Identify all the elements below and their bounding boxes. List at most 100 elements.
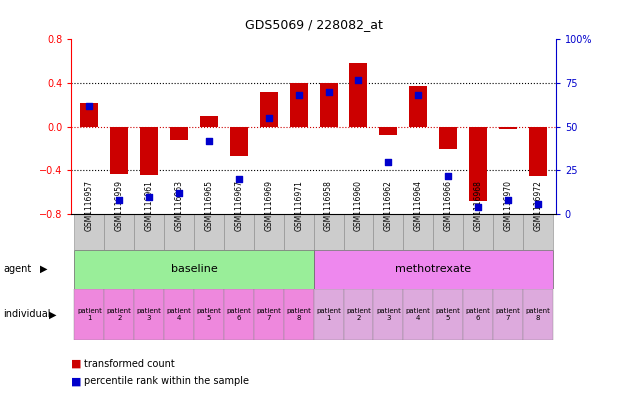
- Bar: [469, 127, 487, 201]
- FancyBboxPatch shape: [284, 289, 314, 340]
- Text: patient
8: patient 8: [286, 308, 311, 321]
- Text: ■: ■: [71, 358, 82, 369]
- Point: [294, 92, 304, 98]
- FancyBboxPatch shape: [164, 289, 194, 340]
- FancyBboxPatch shape: [314, 214, 343, 250]
- Point: [503, 197, 513, 203]
- Text: methotrexate: methotrexate: [395, 264, 471, 274]
- Text: GSM1116961: GSM1116961: [145, 180, 153, 231]
- Text: ■: ■: [71, 376, 82, 386]
- Text: GSM1116966: GSM1116966: [443, 180, 453, 231]
- FancyBboxPatch shape: [254, 214, 284, 250]
- Text: patient
2: patient 2: [346, 308, 371, 321]
- FancyBboxPatch shape: [463, 289, 493, 340]
- Text: individual: individual: [3, 309, 50, 320]
- FancyBboxPatch shape: [403, 214, 433, 250]
- Bar: [409, 86, 427, 127]
- FancyBboxPatch shape: [134, 289, 164, 340]
- Point: [264, 115, 274, 121]
- Bar: [230, 127, 248, 156]
- Bar: [80, 103, 98, 127]
- FancyBboxPatch shape: [433, 214, 463, 250]
- Point: [473, 204, 483, 210]
- FancyBboxPatch shape: [224, 289, 254, 340]
- FancyBboxPatch shape: [75, 250, 314, 289]
- Text: GSM1116959: GSM1116959: [115, 180, 124, 231]
- FancyBboxPatch shape: [134, 214, 164, 250]
- Bar: [379, 127, 397, 136]
- FancyBboxPatch shape: [343, 214, 373, 250]
- Text: patient
1: patient 1: [316, 308, 341, 321]
- Bar: [260, 92, 278, 127]
- Text: GSM1116971: GSM1116971: [294, 180, 303, 231]
- Bar: [200, 116, 218, 127]
- Point: [443, 173, 453, 179]
- Bar: [439, 127, 457, 149]
- Bar: [350, 63, 368, 127]
- Text: GSM1116965: GSM1116965: [204, 180, 214, 231]
- Text: patient
7: patient 7: [256, 308, 281, 321]
- FancyBboxPatch shape: [104, 214, 134, 250]
- Text: GSM1116957: GSM1116957: [85, 180, 94, 231]
- FancyBboxPatch shape: [104, 289, 134, 340]
- FancyBboxPatch shape: [523, 289, 553, 340]
- Text: GDS5069 / 228082_at: GDS5069 / 228082_at: [245, 18, 383, 31]
- Text: patient
4: patient 4: [166, 308, 191, 321]
- FancyBboxPatch shape: [463, 214, 493, 250]
- FancyBboxPatch shape: [373, 289, 403, 340]
- Bar: [170, 127, 188, 140]
- Point: [174, 190, 184, 196]
- FancyBboxPatch shape: [403, 289, 433, 340]
- Bar: [529, 127, 547, 176]
- FancyBboxPatch shape: [194, 214, 224, 250]
- FancyBboxPatch shape: [75, 289, 104, 340]
- Text: GSM1116963: GSM1116963: [175, 180, 184, 231]
- Text: GSM1116970: GSM1116970: [504, 180, 512, 231]
- Text: GSM1116972: GSM1116972: [533, 180, 542, 231]
- Point: [533, 200, 543, 207]
- Text: patient
1: patient 1: [77, 308, 102, 321]
- Text: patient
3: patient 3: [137, 308, 161, 321]
- FancyBboxPatch shape: [314, 289, 343, 340]
- Text: GSM1116964: GSM1116964: [414, 180, 423, 231]
- Point: [353, 76, 363, 83]
- Text: baseline: baseline: [171, 264, 217, 274]
- Text: patient
2: patient 2: [107, 308, 132, 321]
- Text: GSM1116969: GSM1116969: [265, 180, 273, 231]
- Text: GSM1116960: GSM1116960: [354, 180, 363, 231]
- Text: patient
5: patient 5: [436, 308, 461, 321]
- FancyBboxPatch shape: [164, 214, 194, 250]
- Point: [234, 176, 244, 182]
- Text: patient
3: patient 3: [376, 308, 401, 321]
- Point: [324, 88, 333, 95]
- Point: [204, 138, 214, 144]
- Bar: [499, 127, 517, 129]
- Bar: [289, 83, 307, 127]
- Text: percentile rank within the sample: percentile rank within the sample: [84, 376, 249, 386]
- Bar: [140, 127, 158, 175]
- Text: GSM1116958: GSM1116958: [324, 180, 333, 231]
- Point: [84, 103, 94, 109]
- Bar: [320, 83, 338, 127]
- Text: agent: agent: [3, 264, 31, 274]
- Point: [414, 92, 424, 98]
- Text: ▶: ▶: [40, 264, 47, 274]
- Point: [383, 158, 393, 165]
- FancyBboxPatch shape: [314, 250, 553, 289]
- FancyBboxPatch shape: [493, 214, 523, 250]
- FancyBboxPatch shape: [194, 289, 224, 340]
- FancyBboxPatch shape: [433, 289, 463, 340]
- FancyBboxPatch shape: [224, 214, 254, 250]
- FancyBboxPatch shape: [75, 214, 104, 250]
- FancyBboxPatch shape: [254, 289, 284, 340]
- Text: ▶: ▶: [49, 309, 57, 320]
- FancyBboxPatch shape: [493, 289, 523, 340]
- Text: GSM1116962: GSM1116962: [384, 180, 393, 231]
- FancyBboxPatch shape: [373, 214, 403, 250]
- FancyBboxPatch shape: [284, 214, 314, 250]
- Text: patient
5: patient 5: [196, 308, 222, 321]
- Text: patient
6: patient 6: [227, 308, 252, 321]
- Text: patient
7: patient 7: [496, 308, 520, 321]
- Text: GSM1116968: GSM1116968: [474, 180, 483, 231]
- Point: [114, 197, 124, 203]
